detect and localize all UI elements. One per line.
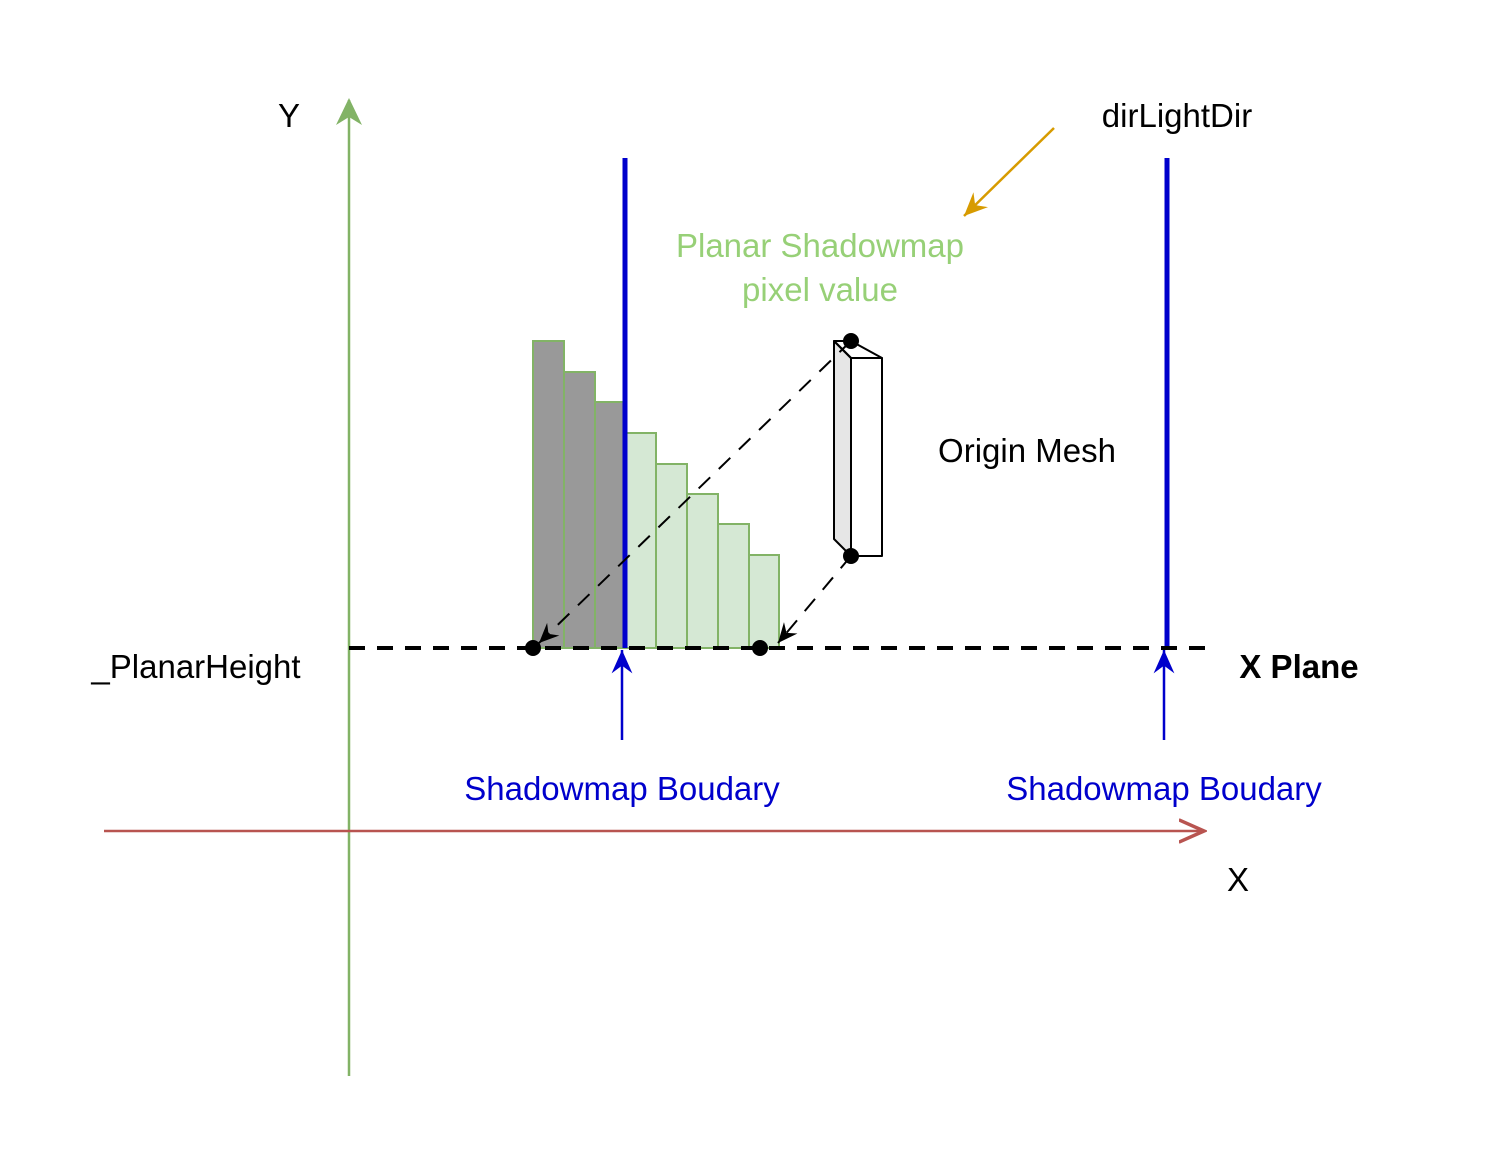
y-axis-arrowhead-icon xyxy=(336,98,362,125)
shadow-bar xyxy=(748,554,780,649)
boundary-left-label: Shadowmap Boudary xyxy=(464,770,780,807)
shadowmap-value-label-line2: pixel value xyxy=(742,271,898,308)
origin-mesh-label: Origin Mesh xyxy=(938,432,1116,469)
light-direction-label: dirLightDir xyxy=(1102,97,1252,134)
black-dot-icon xyxy=(843,333,859,349)
origin-mesh-box xyxy=(833,340,883,557)
black-dot-icon xyxy=(752,640,768,656)
shadow-bar xyxy=(686,493,719,649)
shadowmap-value-label-line1: Planar Shadowmap xyxy=(676,227,964,264)
x-axis-label: X xyxy=(1227,861,1249,898)
shadow-bar xyxy=(624,432,657,649)
shadow-bars-inside xyxy=(624,432,780,649)
planar-height-label: _PlanarHeight xyxy=(90,648,300,685)
mesh-side-face xyxy=(833,340,852,557)
shadow-bar xyxy=(532,340,565,649)
x-plane-label: X Plane xyxy=(1239,648,1358,685)
shadow-bar xyxy=(594,401,626,649)
shadow-bar xyxy=(563,371,596,649)
shadow-bars-outside xyxy=(532,340,626,649)
black-dot-icon xyxy=(525,640,541,656)
black-dot-icon xyxy=(843,548,859,564)
shadow-bar xyxy=(717,523,750,649)
shadow-bar xyxy=(655,463,688,649)
y-axis-label: Y xyxy=(278,97,300,134)
boundary-right-label: Shadowmap Boudary xyxy=(1006,770,1322,807)
light-direction-arrow-icon xyxy=(963,127,1055,217)
mesh-front-face xyxy=(850,357,883,557)
projection-line-bottom xyxy=(777,555,852,644)
